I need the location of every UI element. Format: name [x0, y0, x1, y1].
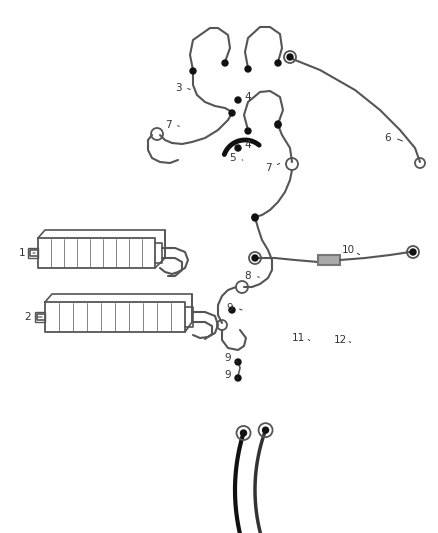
- Bar: [28, 248, 38, 258]
- Text: 6: 6: [385, 133, 391, 143]
- Bar: [35, 312, 45, 322]
- Circle shape: [245, 128, 251, 134]
- Circle shape: [222, 60, 228, 66]
- Circle shape: [235, 145, 241, 151]
- Circle shape: [252, 214, 258, 220]
- Text: 9: 9: [225, 353, 231, 363]
- Circle shape: [275, 121, 281, 127]
- Circle shape: [229, 307, 235, 313]
- Text: 5: 5: [229, 153, 235, 163]
- Circle shape: [235, 97, 241, 103]
- Circle shape: [245, 66, 251, 72]
- Text: 9: 9: [227, 303, 233, 313]
- Circle shape: [275, 60, 281, 66]
- Text: 2: 2: [25, 312, 31, 322]
- Circle shape: [410, 249, 416, 255]
- Circle shape: [235, 359, 241, 365]
- Circle shape: [240, 430, 247, 436]
- Circle shape: [252, 215, 258, 221]
- Text: 9: 9: [225, 370, 231, 380]
- Text: 8: 8: [245, 271, 251, 281]
- Circle shape: [190, 68, 196, 74]
- Text: 4: 4: [245, 92, 251, 102]
- Text: 11: 11: [291, 333, 304, 343]
- Circle shape: [235, 375, 241, 381]
- Circle shape: [229, 110, 235, 116]
- Text: 3: 3: [175, 83, 181, 93]
- Text: 10: 10: [342, 245, 355, 255]
- Circle shape: [287, 54, 293, 60]
- Text: 1: 1: [19, 248, 25, 258]
- Bar: [318, 255, 340, 265]
- Text: 4: 4: [245, 140, 251, 150]
- Text: 12: 12: [333, 335, 346, 345]
- Text: 7: 7: [165, 120, 171, 130]
- Circle shape: [252, 255, 258, 261]
- Circle shape: [262, 427, 268, 433]
- Text: 7: 7: [265, 163, 271, 173]
- Circle shape: [275, 122, 281, 128]
